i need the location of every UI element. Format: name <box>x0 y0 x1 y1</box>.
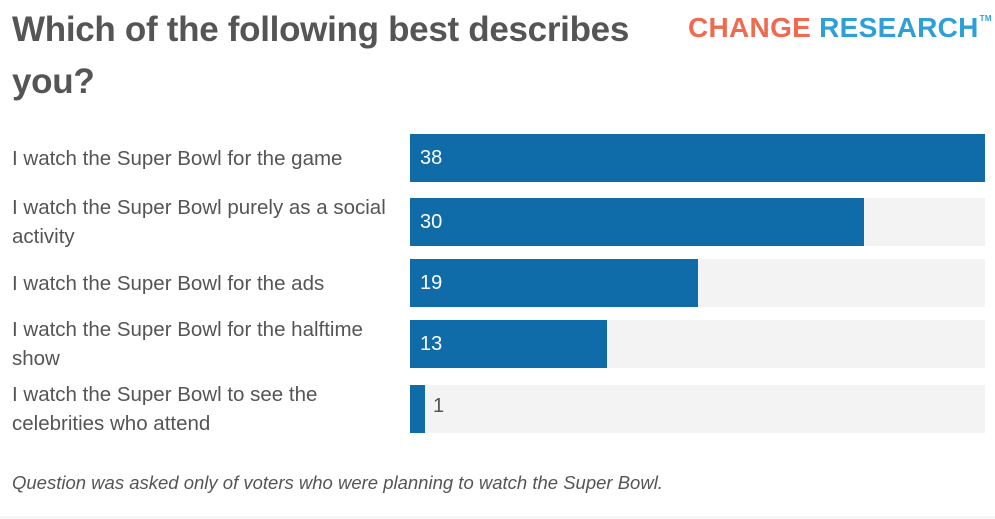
bar <box>410 259 698 307</box>
brand-change: CHANGE <box>688 12 812 43</box>
bar-track: 38 <box>410 134 985 182</box>
brand-research: RESEARCH <box>819 12 979 43</box>
chart-title: Which of the following best describes yo… <box>12 10 630 101</box>
category-label: I watch the Super Bowl to see the celebr… <box>12 383 318 435</box>
bar-track: 1 <box>410 385 985 433</box>
bar-track: 30 <box>410 198 985 246</box>
category-label: I watch the Super Bowl purely as a socia… <box>12 196 386 248</box>
brand-logo: CHANGE RESEARCHTM <box>688 12 992 44</box>
value-label: 19 <box>420 272 443 294</box>
category-label: I watch the Super Bowl for the ads <box>12 271 325 295</box>
bar <box>410 320 607 368</box>
value-label: 13 <box>420 333 443 355</box>
brand-trademark: TM <box>979 14 992 23</box>
bar-track: 19 <box>410 259 985 307</box>
category-label: I watch the Super Bowl for the game <box>12 146 343 170</box>
bar-track: 13 <box>410 320 985 368</box>
bar <box>410 198 864 246</box>
value-label: 1 <box>433 395 445 417</box>
bar <box>410 134 985 182</box>
value-label: 30 <box>420 211 443 233</box>
category-label: I watch the Super Bowl for the halftime … <box>12 318 363 370</box>
bottom-divider <box>0 516 995 519</box>
footnote: Question was asked only of voters who we… <box>12 472 663 493</box>
bar <box>410 385 425 433</box>
value-label: 38 <box>420 147 443 169</box>
